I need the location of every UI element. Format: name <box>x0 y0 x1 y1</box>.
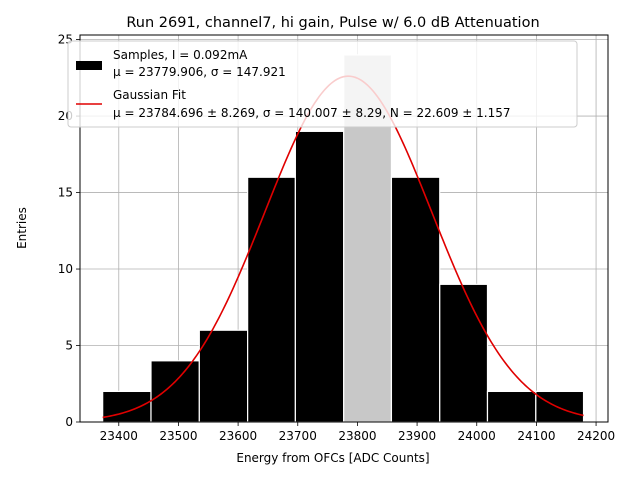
x-tick-label: 23900 <box>398 429 436 443</box>
x-tick-label: 23400 <box>100 429 138 443</box>
x-tick-label: 24000 <box>458 429 496 443</box>
histogram-bar <box>390 176 441 423</box>
x-tick-label: 23500 <box>159 429 197 443</box>
x-tick-label: 23800 <box>338 429 376 443</box>
chart-title: Run 2691, channel7, hi gain, Pulse w/ 6.… <box>126 15 539 31</box>
x-tick-label: 23700 <box>279 429 317 443</box>
y-tick-label: 15 <box>58 186 73 200</box>
histogram-bar <box>198 329 249 423</box>
legend-fit-label: Gaussian Fit <box>113 88 186 102</box>
x-tick-label: 24200 <box>577 429 615 443</box>
y-axis-label: Entries <box>15 207 29 249</box>
y-tick-label: 0 <box>65 415 73 429</box>
legend-samples-label: Samples, I = 0.092mA <box>113 48 248 62</box>
plot-frame <box>79 34 609 423</box>
legend-samples-swatch <box>76 61 102 70</box>
x-axis-label: Energy from OFCs [ADC Counts] <box>236 451 429 465</box>
legend-box <box>67 40 578 128</box>
legend: Samples, I = 0.092mA μ = 23779.906, σ = … <box>67 40 578 128</box>
x-tick-label: 24100 <box>517 429 555 443</box>
y-tick-label: 5 <box>65 339 73 353</box>
histogram-bar <box>247 176 296 423</box>
histogram-bar <box>486 390 537 423</box>
histogram-bar <box>102 390 152 423</box>
histogram-bar <box>439 283 489 423</box>
y-tick-label: 10 <box>58 262 73 276</box>
x-tick-label: 23600 <box>219 429 257 443</box>
histogram-bar <box>535 390 585 423</box>
x-axis-ticks: 23400 23500 23600 23700 23800 23900 24000 24100… <box>100 422 615 443</box>
histogram-bar <box>150 360 200 423</box>
legend-samples-stats: μ = 23779.906, σ = 147.921 <box>113 65 286 79</box>
legend-fit-stats: μ = 23784.696 ± 8.269, σ = 140.007 ± 8.2… <box>113 106 511 120</box>
histogram-bar <box>294 130 345 423</box>
